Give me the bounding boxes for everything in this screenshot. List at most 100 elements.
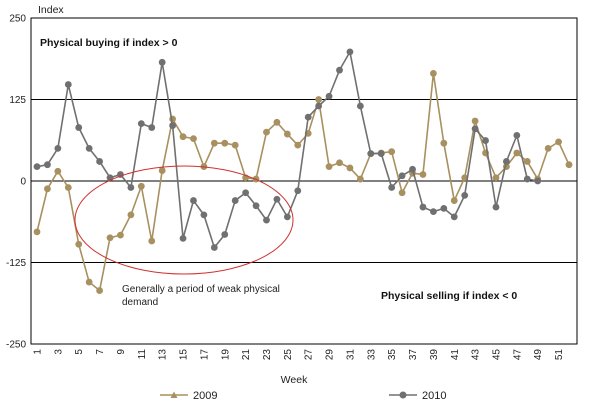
data-point-2009 xyxy=(96,287,103,294)
data-point-2009 xyxy=(127,211,135,219)
series-2010 xyxy=(33,48,542,251)
y-tick-label: 250 xyxy=(9,14,26,25)
data-point-2009 xyxy=(273,118,281,126)
data-point-2010 xyxy=(127,184,135,191)
annotation-weak-demand-line1: Generally a period of weak physical xyxy=(122,284,280,295)
x-tick-label: 51 xyxy=(554,349,565,361)
data-point-2010 xyxy=(367,150,375,158)
data-point-2009 xyxy=(325,163,333,171)
series-line-2009 xyxy=(36,72,570,292)
data-point-2010 xyxy=(44,161,51,169)
data-point-2010 xyxy=(398,172,406,180)
y-tick-label: 0 xyxy=(20,177,26,188)
annotation-buying: Physical buying if index > 0 xyxy=(40,37,178,49)
data-point-2010 xyxy=(429,208,437,216)
data-point-2009 xyxy=(210,139,218,147)
data-point-2009 xyxy=(471,117,479,125)
data-point-2010 xyxy=(169,122,177,129)
data-point-2009 xyxy=(44,185,51,193)
data-point-2009 xyxy=(544,145,552,152)
x-tick-label: 9 xyxy=(116,349,127,355)
data-point-2010 xyxy=(158,58,166,66)
data-point-2010 xyxy=(450,213,458,221)
data-point-2010 xyxy=(210,244,218,251)
x-tick-label: 41 xyxy=(450,349,461,361)
data-point-2010 xyxy=(388,184,396,191)
data-point-2009 xyxy=(388,148,396,156)
data-point-2009 xyxy=(513,149,521,157)
data-point-2009 xyxy=(492,174,500,182)
data-point-2010 xyxy=(482,137,489,144)
annotation-selling: Physical selling if index < 0 xyxy=(381,290,517,302)
data-point-2010 xyxy=(440,204,448,212)
x-tick-label: 35 xyxy=(387,349,398,361)
data-point-2009 xyxy=(106,234,114,242)
x-tick-label: 17 xyxy=(199,349,210,361)
data-point-2010 xyxy=(461,191,469,199)
data-point-2010 xyxy=(64,81,72,88)
data-point-2010 xyxy=(190,197,197,204)
data-point-2009 xyxy=(33,228,41,236)
x-tick-label: 25 xyxy=(283,349,294,361)
x-tick-label: 39 xyxy=(429,349,440,361)
data-point-2009 xyxy=(555,138,562,146)
x-tick-label: 31 xyxy=(345,349,356,361)
gridlines xyxy=(31,99,577,263)
data-point-2010 xyxy=(148,124,156,131)
data-point-2010 xyxy=(471,125,479,133)
data-point-2009 xyxy=(148,237,156,245)
x-tick-label: 45 xyxy=(491,349,502,361)
data-point-2010 xyxy=(242,189,250,197)
data-point-2010 xyxy=(283,213,291,221)
x-tick-label: 27 xyxy=(304,349,315,361)
y-tick-label: 125 xyxy=(9,95,26,106)
data-point-2010 xyxy=(304,113,312,121)
data-point-2010 xyxy=(179,234,187,242)
data-point-2010 xyxy=(419,203,427,211)
data-point-2010 xyxy=(346,48,354,56)
data-point-2010 xyxy=(33,163,41,171)
data-point-2010 xyxy=(252,202,260,210)
data-point-2009 xyxy=(356,175,364,183)
legend-item-2010: 2010 xyxy=(389,390,446,402)
data-point-2010 xyxy=(231,197,239,204)
data-point-2010 xyxy=(200,211,208,219)
legend-item-2009: 2009 xyxy=(160,390,217,402)
x-tick-label: 21 xyxy=(241,349,252,361)
data-point-2009 xyxy=(263,128,270,136)
data-point-2009 xyxy=(283,130,291,138)
data-point-2009 xyxy=(137,182,145,190)
data-point-2010 xyxy=(534,177,542,185)
legend-label-2010: 2010 xyxy=(422,390,446,402)
data-point-2009 xyxy=(565,161,573,169)
legend-marker-2010 xyxy=(399,391,407,399)
data-point-2009 xyxy=(158,167,166,174)
data-point-2009 xyxy=(419,171,427,178)
data-point-2010 xyxy=(336,66,343,74)
x-tick-label: 49 xyxy=(533,349,544,361)
data-point-2010 xyxy=(294,187,302,195)
legend-marker-2009 xyxy=(170,391,178,398)
data-point-2009 xyxy=(294,141,302,149)
data-point-2009 xyxy=(450,197,458,204)
annotation-weak-demand-line2: demand xyxy=(122,297,158,308)
x-tick-label: 19 xyxy=(220,349,231,361)
data-point-2009 xyxy=(429,70,437,77)
x-tick-labels: 1 3 5 7 9 11 13 15 17 19 21 23 25 27 29 31 33 35 37 39 41 43 4… xyxy=(33,349,566,361)
data-point-2009 xyxy=(398,189,406,197)
data-point-2009 xyxy=(190,135,197,143)
data-point-2010 xyxy=(75,124,83,131)
data-point-2009 xyxy=(221,139,229,147)
y-tick-label: -250 xyxy=(6,340,26,351)
data-point-2009 xyxy=(64,184,72,191)
x-tick-label: 37 xyxy=(408,349,419,361)
data-point-2010 xyxy=(492,203,500,211)
data-point-2010 xyxy=(315,102,323,110)
data-point-2010 xyxy=(523,175,531,183)
x-axis-label: Week xyxy=(281,374,308,386)
x-tick-label: 1 xyxy=(33,349,44,355)
x-tick-label: 43 xyxy=(471,349,482,361)
data-point-2009 xyxy=(179,133,187,141)
data-point-2010 xyxy=(377,150,385,158)
